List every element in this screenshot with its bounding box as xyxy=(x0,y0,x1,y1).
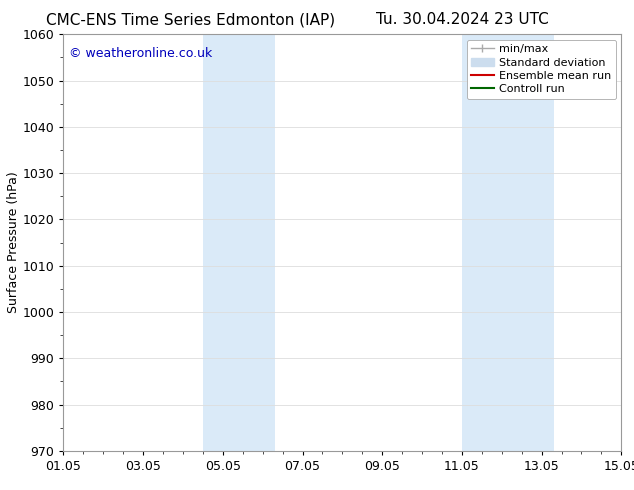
Y-axis label: Surface Pressure (hPa): Surface Pressure (hPa) xyxy=(7,172,20,314)
Text: CMC-ENS Time Series Edmonton (IAP): CMC-ENS Time Series Edmonton (IAP) xyxy=(46,12,335,27)
Bar xyxy=(462,34,553,451)
Text: Tu. 30.04.2024 23 UTC: Tu. 30.04.2024 23 UTC xyxy=(377,12,549,27)
Bar xyxy=(203,34,275,451)
Text: © weatheronline.co.uk: © weatheronline.co.uk xyxy=(69,47,212,60)
Legend: min/max, Standard deviation, Ensemble mean run, Controll run: min/max, Standard deviation, Ensemble me… xyxy=(467,40,616,99)
